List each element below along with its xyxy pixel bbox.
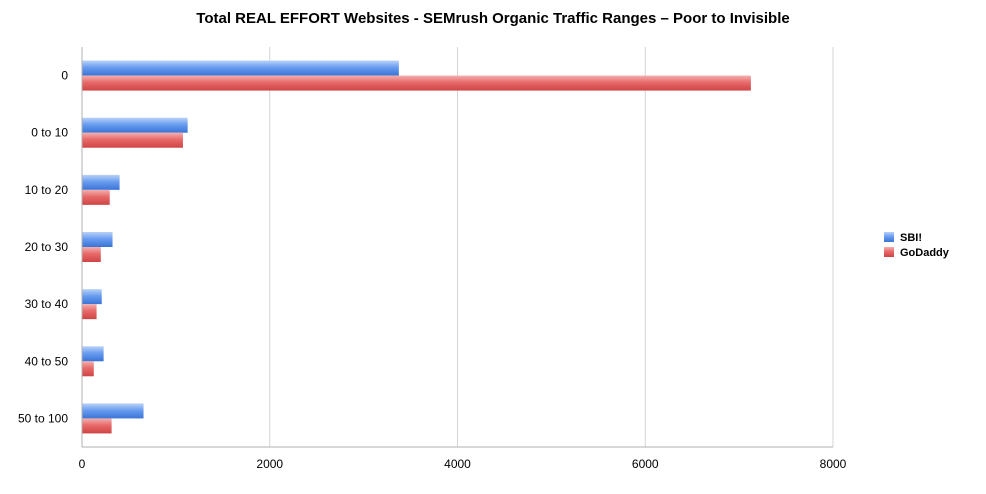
bar-godaddy	[82, 304, 97, 320]
legend-label: SBI!	[900, 232, 922, 244]
y-tick-label: 30 to 40	[25, 297, 69, 311]
bar-godaddy	[82, 132, 183, 148]
y-tick-label: 0	[61, 69, 68, 83]
axes: 0 2000 4000 6000 8000 0 0 to 10 10 to 20 20 to 3…	[18, 47, 847, 471]
y-tick-label: 50 to 100	[18, 411, 68, 425]
x-tick-label: 4000	[444, 457, 471, 471]
bar-sbi	[82, 289, 102, 305]
bar-sbi	[82, 60, 399, 76]
bar-sbi	[82, 346, 104, 362]
y-tick-label: 0 to 10	[31, 126, 68, 140]
bar-sbi	[82, 232, 113, 247]
x-tick-label: 2000	[256, 457, 283, 471]
bar-godaddy	[82, 75, 751, 91]
gridlines	[269, 47, 834, 447]
legend-swatch	[884, 232, 894, 242]
bar-godaddy	[82, 189, 110, 205]
legend-label: GoDaddy	[900, 247, 950, 259]
bar-sbi	[82, 174, 120, 190]
bar-sbi	[82, 117, 188, 133]
chart-title: Total REAL EFFORT Websites - SEMrush Org…	[196, 10, 790, 27]
bar-godaddy	[82, 361, 94, 377]
bar-godaddy	[82, 418, 112, 434]
y-tick-label: 10 to 20	[25, 183, 69, 197]
y-tick-label: 40 to 50	[25, 354, 69, 368]
x-tick-label: 6000	[632, 457, 659, 471]
y-tick-label: 20 to 30	[25, 240, 69, 254]
x-tick-label: 0	[79, 457, 86, 471]
bar-sbi	[82, 403, 144, 419]
x-tick-label: 8000	[820, 457, 847, 471]
bar-godaddy	[82, 247, 101, 262]
legend: SBI! GoDaddy	[884, 232, 950, 259]
bars	[82, 60, 751, 434]
legend-swatch	[884, 247, 894, 257]
